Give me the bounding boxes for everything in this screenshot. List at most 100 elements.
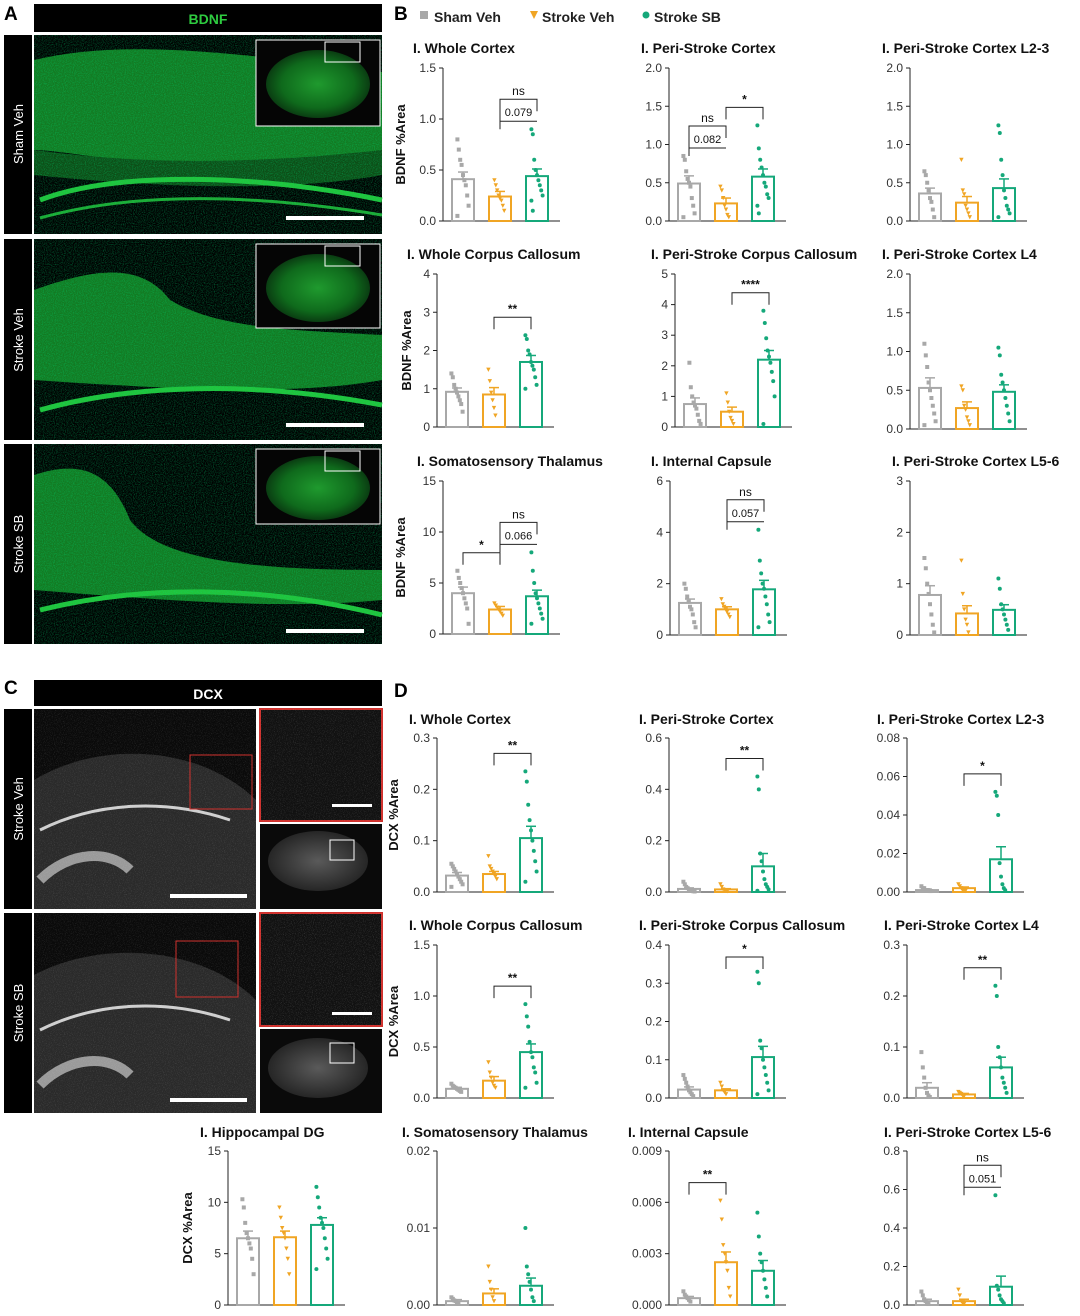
data-point <box>993 1193 998 1198</box>
data-point <box>681 215 686 220</box>
y-tick-label: 0.003 <box>632 1247 662 1261</box>
data-point <box>929 889 934 894</box>
data-point <box>278 1215 283 1220</box>
y-axis-label: DCX %Area <box>386 985 401 1057</box>
data-point <box>490 398 495 403</box>
data-point <box>1001 1080 1006 1085</box>
data-point <box>460 409 465 414</box>
significance-bracket <box>688 125 727 156</box>
data-point <box>923 353 928 358</box>
data-point <box>493 874 498 879</box>
data-point <box>459 586 464 591</box>
chart-title: I. Whole Cortex <box>409 711 511 727</box>
y-tick-label: 5 <box>429 576 436 590</box>
chart-d2: I. Peri-Stroke Cortex 0.0 0.2 0.4 0.6 ** <box>639 711 786 899</box>
data-point <box>769 369 774 374</box>
data-point <box>500 203 505 208</box>
data-point <box>537 606 542 611</box>
significance-bracket <box>725 106 764 120</box>
data-point <box>690 394 695 399</box>
data-point <box>459 879 464 884</box>
data-point <box>960 188 965 193</box>
data-point <box>526 1024 531 1029</box>
y-tick-label: 0.0 <box>883 1298 900 1312</box>
data-point <box>760 581 765 586</box>
data-point <box>537 183 542 188</box>
y-tick-label: 4 <box>661 298 668 312</box>
y-tick-label: 2 <box>423 344 430 358</box>
data-point <box>536 178 541 183</box>
data-point <box>763 1285 768 1290</box>
data-point <box>539 188 544 193</box>
data-point <box>963 407 968 412</box>
data-point <box>455 137 460 142</box>
charts-group: I. Whole Cortex BDNF %Area 0.0 0.5 1.0 1.5 ns 0… <box>180 40 1059 1312</box>
data-point <box>923 173 928 178</box>
data-point <box>964 415 970 420</box>
bar-stroke-sb <box>989 1066 1013 1100</box>
data-point <box>1003 1085 1008 1090</box>
y-tick-label: 10 <box>208 1195 222 1209</box>
data-point <box>486 854 491 859</box>
data-point <box>766 196 771 201</box>
y-tick-label: 1.0 <box>419 112 436 126</box>
dcx-row-label-1: Stroke Veh <box>11 777 26 841</box>
chart-title: I. Peri-Stroke Corpus Callosum <box>639 917 845 933</box>
data-point <box>458 581 463 585</box>
significance-label: ns <box>701 111 714 125</box>
data-point <box>922 169 927 174</box>
data-point <box>523 879 528 884</box>
chart-b9: I. Peri-Stroke Cortex L5-6 0 1 2 3 <box>892 453 1059 642</box>
data-point <box>723 1092 729 1097</box>
data-point <box>691 203 696 208</box>
data-point <box>725 212 730 218</box>
y-tick-label: 5 <box>214 1247 221 1261</box>
data-point <box>281 1231 286 1236</box>
data-point <box>765 1080 770 1085</box>
data-point <box>491 872 497 877</box>
significance-bracket <box>726 499 765 530</box>
data-point <box>490 1080 495 1085</box>
data-point <box>1003 888 1008 893</box>
data-point <box>449 1081 454 1086</box>
data-point <box>718 184 723 189</box>
significance-label: ns <box>739 485 752 499</box>
significance-bracket <box>963 967 1002 980</box>
data-point <box>493 1085 498 1090</box>
data-point <box>926 380 931 385</box>
data-point <box>450 864 455 869</box>
bar-stroke-sb <box>751 1056 775 1100</box>
data-point <box>687 180 691 185</box>
legend-marker-stroke-sb <box>642 11 650 19</box>
data-point <box>726 215 731 220</box>
chart-title: I. Whole Cortex <box>413 40 515 56</box>
y-tick-label: 10 <box>423 525 437 539</box>
y-tick-label: 1 <box>423 382 430 396</box>
data-point <box>922 556 927 560</box>
data-point <box>691 400 696 405</box>
bar-stroke-sb <box>310 1223 334 1307</box>
dcx-image-stroke-sb <box>34 912 383 1113</box>
data-point <box>761 1057 765 1062</box>
chart-b8: I. Internal Capsule 0 2 4 6 ns 0.057 <box>651 453 787 642</box>
data-point <box>523 386 528 391</box>
bdnf-row-label-bg-3 <box>4 444 32 644</box>
significance-label: ** <box>740 744 750 758</box>
legend-marker-sham <box>420 11 428 19</box>
chart-d8: I. Somatosensory Thalamus 0.00 0.01 0.02 <box>402 1124 588 1312</box>
data-point <box>996 576 1001 581</box>
data-point <box>486 1264 491 1269</box>
data-point <box>692 889 697 894</box>
chart-d3: I. Peri-Stroke Cortex L2-3 0.00 0.02 0.04 0.… <box>877 711 1045 899</box>
data-point <box>493 183 498 188</box>
chart-b7: I. Somatosensory Thalamus BDNF %Area 0 5 10 1… <box>393 453 603 641</box>
significance-label: ** <box>978 953 988 967</box>
y-tick-label: 0 <box>656 628 663 642</box>
data-point <box>761 308 766 313</box>
data-point <box>244 1231 249 1236</box>
data-point <box>963 617 968 622</box>
dcx-title: DCX <box>193 686 223 702</box>
bdnf-row-label-bg-2 <box>4 239 32 440</box>
y-tick-label: 2.0 <box>645 61 662 75</box>
data-point <box>450 375 455 380</box>
